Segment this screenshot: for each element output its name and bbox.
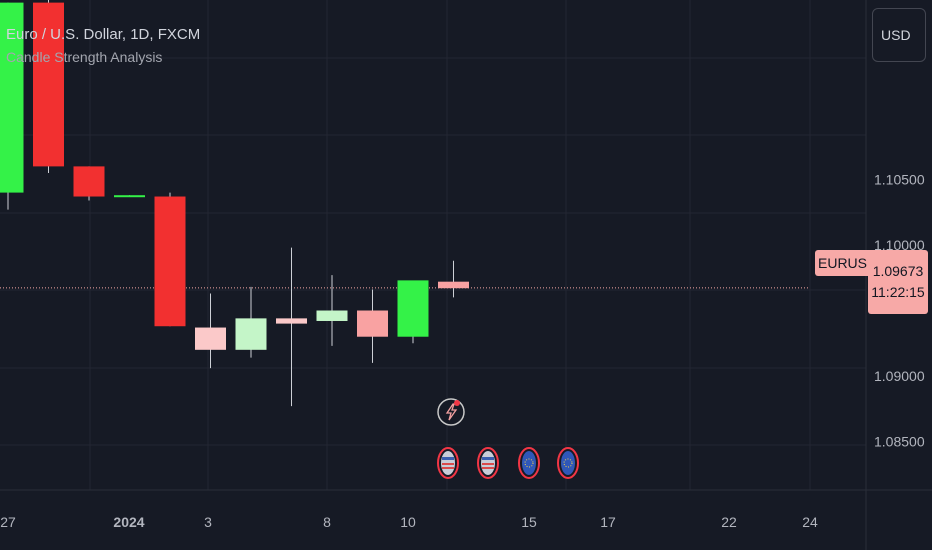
candle-body[interactable] (276, 318, 307, 324)
time-tick-label: 2024 (113, 514, 144, 530)
last-price-value: 1.09673 (872, 263, 924, 279)
time-tick-label: 8 (323, 514, 331, 530)
indicator-label[interactable]: Candle Strength Analysis (6, 49, 163, 65)
time-tick-label: 24 (802, 514, 818, 530)
candle-body[interactable] (73, 166, 105, 197)
candles-group[interactable] (0, 0, 469, 407)
price-tick-label: 1.10500 (874, 171, 925, 187)
time-tick-label: 3 (204, 514, 212, 530)
candle-body[interactable] (154, 196, 186, 327)
time-tick-label: 15 (521, 514, 537, 530)
candle-body[interactable] (0, 2, 24, 193)
lightning-icon[interactable] (437, 398, 465, 426)
candle-body[interactable] (33, 2, 64, 167)
time-tick-label: 22 (721, 514, 737, 530)
price-tick-label: 1.10000 (874, 237, 925, 253)
currency-button[interactable]: USD (872, 8, 926, 62)
eu-flag-icon[interactable] (557, 447, 579, 479)
last-price-tag: 1.09673 11:22:15 (868, 250, 928, 314)
time-tick-label: 17 (600, 514, 616, 530)
candle-body[interactable] (357, 310, 388, 337)
us-flag-icon[interactable] (477, 447, 499, 479)
us-flag-icon[interactable] (437, 447, 459, 479)
price-tick-label: 1.08500 (874, 434, 925, 450)
price-tick-label: 1.09000 (874, 368, 925, 384)
chart-legend: Euro / U.S. Dollar, 1D, FXCM Candle Stre… (6, 24, 200, 68)
candle-body[interactable] (438, 281, 469, 289)
bar-countdown: 11:22:15 (871, 284, 925, 300)
time-axis[interactable]: 27 2024 3 8 10 15 17 22 24 (0, 514, 818, 530)
time-tick-label: 27 (0, 514, 16, 530)
candle-body[interactable] (397, 280, 429, 337)
candle-body[interactable] (316, 310, 348, 321)
candle-body[interactable] (114, 195, 145, 198)
candle-body[interactable] (235, 318, 267, 350)
time-tick-label: 10 (400, 514, 416, 530)
candle-body[interactable] (195, 327, 226, 350)
eu-flag-icon[interactable] (518, 447, 540, 479)
price-axis[interactable]: 1.10500 1.10000 1.09000 1.08500 (874, 171, 925, 449)
symbol-title[interactable]: Euro / U.S. Dollar, 1D, FXCM (6, 26, 201, 43)
